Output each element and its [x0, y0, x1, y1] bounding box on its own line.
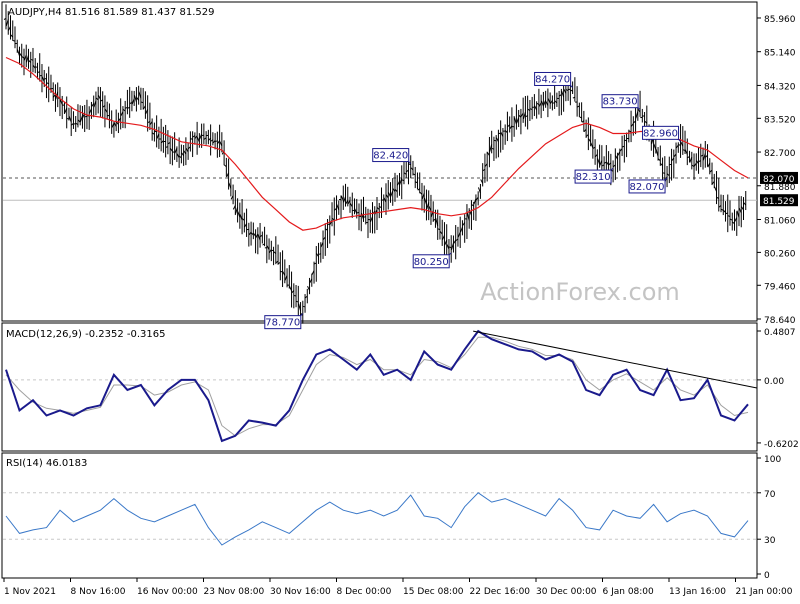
x-tick-label: 13 Jan 16:00: [669, 587, 726, 597]
price-y-tick-label: 81.060: [764, 216, 796, 226]
price-annotation-label: 80.250: [414, 257, 449, 268]
macd-title: MACD(12,26,9) -0.2352 -0.3165: [6, 329, 166, 340]
price-annotation-label: 82.420: [373, 151, 408, 162]
x-tick-label: 22 Dec 16:00: [470, 587, 531, 597]
price-y-tick-label: 85.140: [764, 49, 796, 59]
macd-panel-frame: [2, 323, 757, 451]
x-tick-label: 1 Nov 2021: [4, 587, 56, 597]
price-bar-open-tick: [726, 213, 728, 214]
price-bar-open-tick: [303, 306, 305, 307]
price-bar-open-tick: [359, 216, 361, 217]
price-bar-open-tick: [364, 217, 366, 218]
x-tick-label: 16 Nov 00:00: [137, 587, 198, 597]
x-tick-label: 8 Dec 00:00: [337, 587, 392, 597]
rsi-y-tick-label: 100: [764, 455, 781, 465]
price-y-tick-label: 78.640: [764, 316, 796, 326]
x-tick-label: 30 Nov 16:00: [270, 587, 331, 597]
price-bar-open-tick: [699, 161, 701, 162]
price-bar-open-tick: [449, 247, 451, 248]
price-bar-open-tick: [125, 107, 127, 108]
price-bar-open-tick: [74, 124, 76, 125]
price-bar-open-tick: [191, 139, 193, 140]
x-tick-label: 6 Jan 08:00: [603, 587, 655, 597]
price-level-tag-label: 81.529: [763, 197, 795, 207]
price-annotation-label: 82.310: [576, 172, 611, 183]
x-tick-label: 30 Dec 00:00: [536, 587, 597, 597]
price-bar-open-tick: [155, 131, 157, 132]
price-y-tick-label: 83.520: [764, 115, 796, 125]
macd-y-tick-label: 0.4807: [764, 328, 796, 338]
x-tick-label: 21 Jan 00:00: [736, 587, 793, 597]
header-symbol-line: AUDJPY,H4 81.516 81.589 81.437 81.529: [8, 7, 214, 18]
price-y-tick-label: 79.460: [764, 282, 796, 292]
price-annotation-label: 82.070: [630, 182, 665, 193]
price-bar-open-tick: [622, 146, 624, 147]
price-y-tick-label: 85.960: [764, 15, 796, 25]
price-annotation-label: 82.960: [643, 128, 678, 139]
rsi-panel-frame: [2, 453, 757, 578]
price-level-tag-label: 82.070: [763, 175, 795, 185]
price-annotation-label: 83.730: [603, 97, 638, 108]
x-tick-label: 8 Nov 16:00: [71, 587, 126, 597]
rsi-y-tick-label: 70: [764, 490, 776, 500]
price-bar-open-tick: [296, 301, 298, 302]
x-tick-label: 23 Nov 08:00: [204, 587, 265, 597]
price-bar-open-tick: [13, 41, 15, 42]
price-bar-open-tick: [67, 118, 69, 119]
macd-y-tick-label: -0.6202: [764, 440, 799, 450]
price-y-tick-label: 80.260: [764, 249, 796, 259]
rsi-title: RSI(14) 46.0183: [6, 458, 87, 469]
price-bar-open-tick: [85, 116, 87, 117]
price-bar-open-tick: [128, 108, 130, 109]
macd-y-tick-label: 0.00: [764, 377, 784, 387]
rsi-y-tick-label: 30: [764, 536, 776, 546]
price-y-tick-label: 82.700: [764, 149, 796, 159]
price-annotation-label: 78.770: [265, 318, 300, 329]
price-bar-open-tick: [353, 210, 355, 211]
price-bar-open-tick: [492, 148, 494, 149]
price-y-tick-label: 84.320: [764, 82, 796, 92]
x-tick-label: 15 Dec 08:00: [403, 587, 464, 597]
price-bar-open-tick: [679, 145, 681, 146]
price-annotation-label: 84.270: [535, 74, 570, 85]
rsi-y-tick-label: 0: [764, 571, 770, 581]
watermark-text: ActionForex.com: [480, 278, 680, 306]
price-bar-open-tick: [382, 200, 384, 201]
